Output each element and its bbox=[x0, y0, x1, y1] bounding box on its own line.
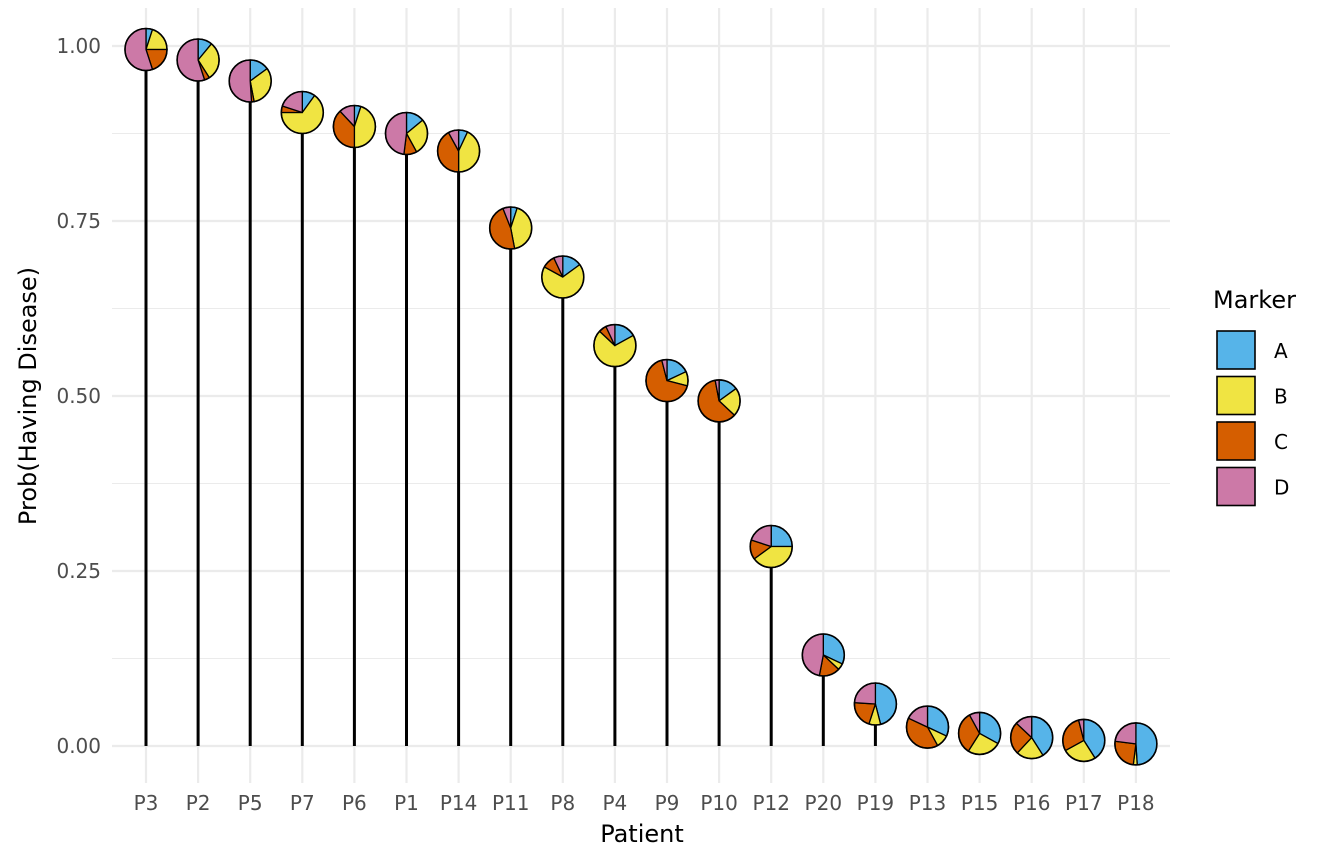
x-tick-label: P7 bbox=[290, 791, 315, 815]
pie-slice-P1-D bbox=[384, 111, 408, 155]
x-tick-label: P4 bbox=[603, 791, 628, 815]
pie-P11 bbox=[488, 206, 533, 250]
y-axis-title: Prob(Having Disease) bbox=[14, 267, 42, 525]
legend-label: D bbox=[1274, 476, 1289, 500]
pie-outline bbox=[801, 633, 846, 677]
pie-P1 bbox=[384, 111, 429, 156]
pie-outline bbox=[436, 129, 481, 173]
pie-P2 bbox=[176, 38, 220, 82]
pie-outline bbox=[124, 27, 168, 72]
legend-item-B: B bbox=[1216, 375, 1288, 416]
x-tick-label: P6 bbox=[342, 791, 367, 815]
y-tick-label: 0.00 bbox=[56, 734, 101, 758]
pie-outline bbox=[749, 524, 794, 569]
y-tick-label: 0.50 bbox=[56, 384, 101, 408]
pie-outline bbox=[957, 711, 1002, 756]
y-tick-label: 1.00 bbox=[56, 34, 101, 58]
pie-P20 bbox=[801, 633, 846, 677]
x-tick-label: P17 bbox=[1065, 791, 1103, 815]
pie-P18 bbox=[1114, 722, 1158, 766]
x-tick-label: P18 bbox=[1117, 791, 1155, 815]
grid bbox=[112, 8, 1170, 783]
legend-swatch bbox=[1216, 375, 1256, 416]
legend-swatch bbox=[1216, 421, 1256, 461]
stems bbox=[144, 49, 1138, 746]
pie-outline bbox=[176, 38, 220, 82]
pie-slice-P20-D bbox=[801, 633, 824, 677]
pie-P7 bbox=[280, 90, 325, 135]
x-tick-label: P1 bbox=[394, 791, 419, 815]
legend-label: B bbox=[1274, 385, 1288, 409]
pie-outline bbox=[593, 323, 637, 368]
pie-slice-P18-A bbox=[1135, 722, 1158, 766]
legend-item-C: C bbox=[1216, 421, 1288, 461]
x-tick-label: P14 bbox=[440, 791, 478, 815]
pie-P17 bbox=[1062, 718, 1106, 763]
pie-P9 bbox=[645, 358, 689, 403]
x-tick-label: P10 bbox=[700, 791, 738, 815]
pie-outline bbox=[488, 206, 533, 250]
pie-P14 bbox=[436, 129, 481, 173]
y-tick-label: 0.75 bbox=[56, 209, 101, 233]
y-axis-ticks: 0.00 0.25 0.50 0.75 1.00 bbox=[56, 34, 101, 758]
x-tick-label: P9 bbox=[655, 791, 680, 815]
pie-outline bbox=[645, 358, 689, 403]
legend-label: C bbox=[1274, 430, 1288, 454]
pie-P15 bbox=[957, 711, 1002, 756]
pie-outline bbox=[332, 104, 377, 149]
x-tick-label: P13 bbox=[909, 791, 947, 815]
pie-outline bbox=[853, 682, 898, 726]
x-tick-label: P11 bbox=[492, 791, 530, 815]
pie-P5 bbox=[228, 59, 272, 103]
x-axis-title: Patient bbox=[600, 820, 684, 848]
pie-outline bbox=[540, 255, 585, 299]
pie-outline bbox=[905, 705, 950, 749]
pie-slice-P5-D bbox=[228, 59, 253, 103]
legend-label: A bbox=[1274, 339, 1288, 363]
legend-swatch bbox=[1216, 330, 1256, 370]
pie-P10 bbox=[697, 379, 741, 423]
x-tick-label: P8 bbox=[550, 791, 575, 815]
pie-P8 bbox=[540, 255, 585, 299]
x-tick-label: P5 bbox=[238, 791, 263, 815]
pie-P6 bbox=[332, 104, 377, 149]
x-tick-label: P12 bbox=[752, 791, 790, 815]
x-tick-label: P16 bbox=[1013, 791, 1051, 815]
pie-outline bbox=[1114, 722, 1158, 766]
pie-P19 bbox=[853, 682, 898, 726]
legend-item-D: D bbox=[1216, 466, 1289, 507]
pie-outline bbox=[1062, 718, 1106, 763]
pie-outline bbox=[1009, 715, 1054, 760]
pie-P3 bbox=[124, 27, 168, 72]
y-tick-label: 0.25 bbox=[56, 559, 101, 583]
x-axis-ticks: P3 P2 P5 P7 P6 P1 P14 P11 P8 P4 P9 P10 P12 P20 P19 P13 P… bbox=[134, 791, 1155, 815]
pie-outline bbox=[384, 111, 429, 156]
x-tick-label: P2 bbox=[186, 791, 211, 815]
legend-item-A: A bbox=[1216, 330, 1288, 370]
pie-P13 bbox=[905, 705, 950, 749]
legend-swatch bbox=[1216, 466, 1256, 507]
x-tick-label: P20 bbox=[805, 791, 843, 815]
x-tick-label: P3 bbox=[134, 791, 159, 815]
pie-outline bbox=[280, 90, 325, 135]
legend-title: Marker bbox=[1213, 286, 1296, 314]
pies bbox=[124, 27, 1158, 766]
pie-outline bbox=[228, 59, 272, 103]
pie-P4 bbox=[593, 323, 637, 368]
pie-outline bbox=[697, 379, 741, 423]
x-tick-label: P19 bbox=[857, 791, 895, 815]
pie-P12 bbox=[749, 524, 794, 569]
x-tick-label: P15 bbox=[961, 791, 999, 815]
pie-P16 bbox=[1009, 715, 1054, 760]
